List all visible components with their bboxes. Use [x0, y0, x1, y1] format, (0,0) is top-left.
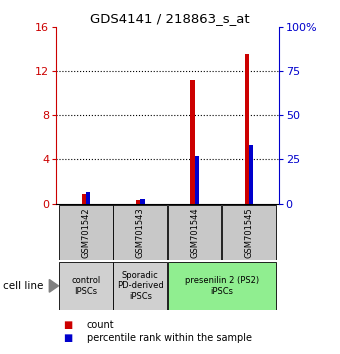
- Bar: [82, 194, 86, 204]
- Text: cell line: cell line: [3, 281, 44, 291]
- Bar: [249, 145, 253, 204]
- Text: GSM701542: GSM701542: [82, 207, 90, 258]
- Text: GSM701544: GSM701544: [190, 207, 199, 258]
- Text: ■: ■: [63, 333, 72, 343]
- Text: GDS4141 / 218863_s_at: GDS4141 / 218863_s_at: [90, 12, 250, 25]
- Text: Sporadic
PD-derived
iPSCs: Sporadic PD-derived iPSCs: [117, 271, 164, 301]
- Bar: [190, 80, 194, 204]
- Bar: [136, 200, 140, 204]
- Text: GSM701545: GSM701545: [244, 207, 253, 258]
- Text: percentile rank within the sample: percentile rank within the sample: [87, 333, 252, 343]
- Bar: [168, 205, 221, 260]
- Bar: [194, 156, 199, 204]
- Polygon shape: [49, 280, 58, 292]
- Text: ■: ■: [63, 320, 72, 330]
- Bar: [168, 262, 276, 310]
- Bar: [114, 262, 167, 310]
- Bar: [86, 192, 90, 204]
- Text: GSM701543: GSM701543: [136, 207, 145, 258]
- Text: control
IPSCs: control IPSCs: [71, 276, 101, 296]
- Text: presenilin 2 (PS2)
iPSCs: presenilin 2 (PS2) iPSCs: [185, 276, 259, 296]
- Bar: [114, 205, 167, 260]
- Bar: [59, 205, 113, 260]
- Bar: [59, 262, 113, 310]
- Bar: [140, 199, 144, 204]
- Bar: [244, 54, 249, 204]
- Bar: [222, 205, 276, 260]
- Text: count: count: [87, 320, 114, 330]
